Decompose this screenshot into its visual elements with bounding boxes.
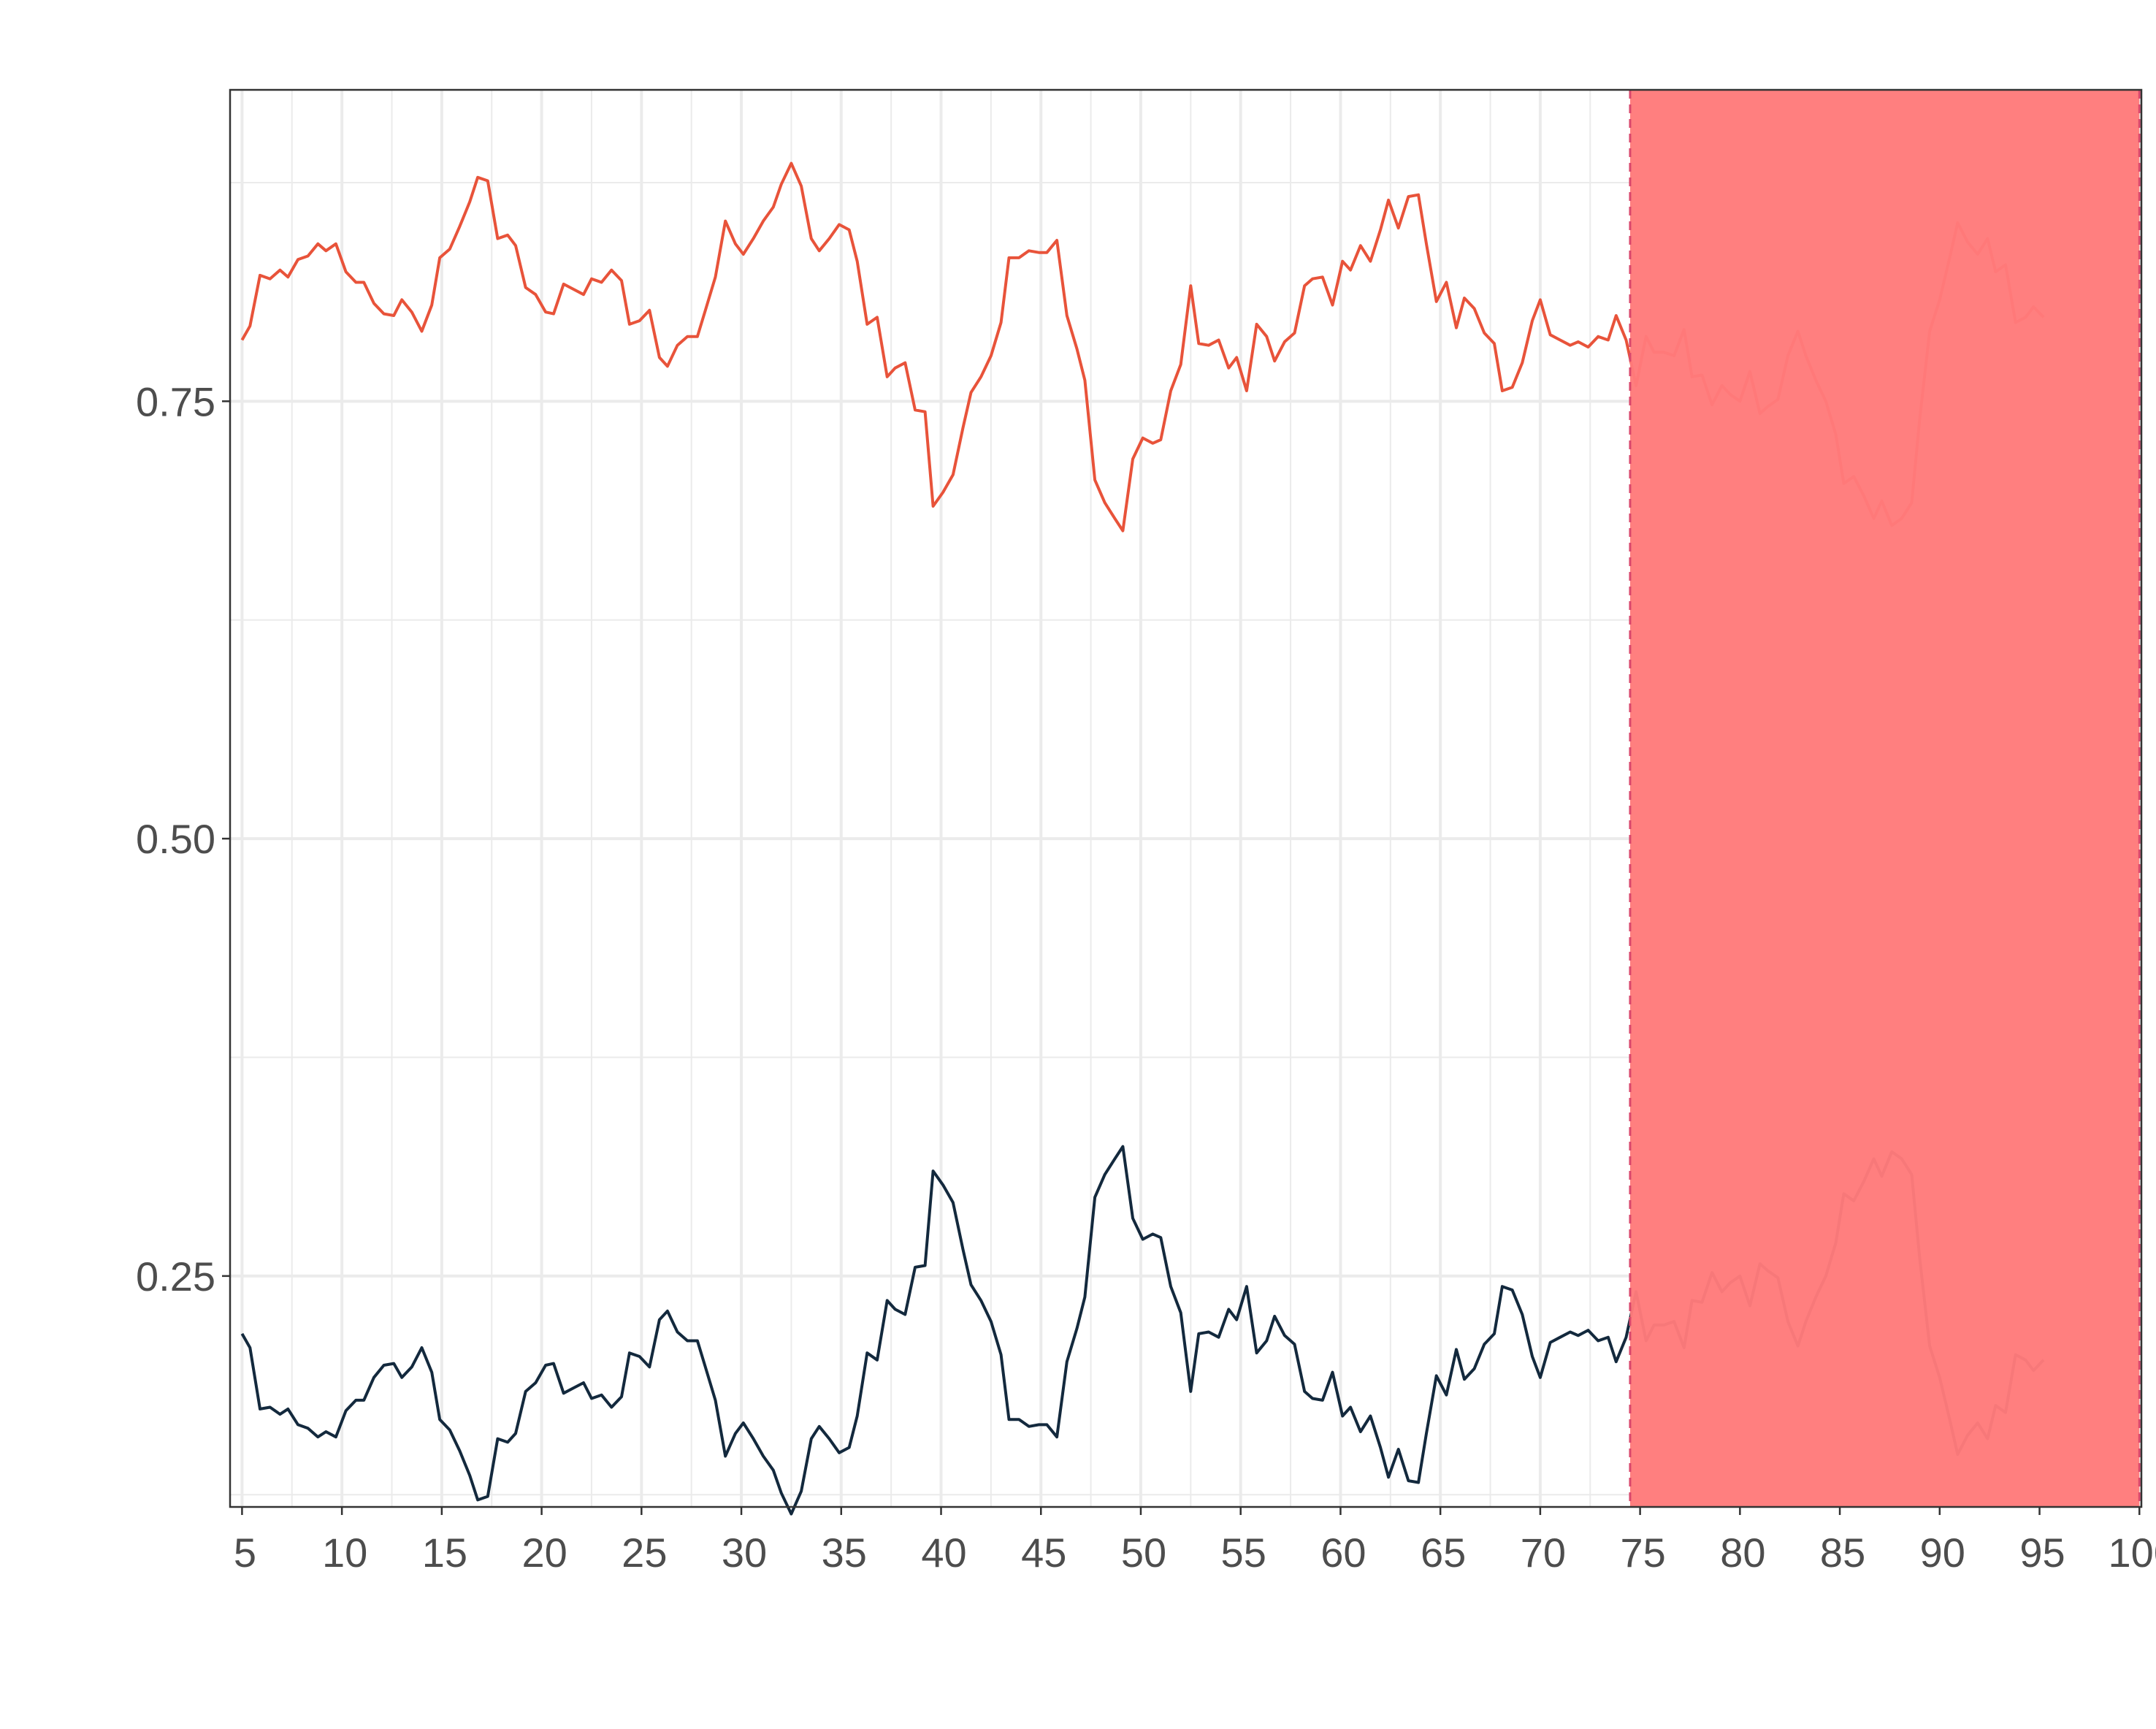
x-tick-label: 80 [1720,1530,1765,1576]
x-tick-label: 50 [1121,1530,1166,1576]
axes: 0.25 0.50 0.75 5 10 15 20 25 30 35 40 45 50 55 60 65 70 7… [136,378,2156,1576]
x-tick-label: 15 [422,1530,467,1576]
highlight-region-layer [1629,90,2141,1507]
x-tick-label: 100 [2109,1530,2156,1576]
x-tick-label: 70 [1521,1530,1566,1576]
plot-frame-layer [229,88,2143,1508]
x-tick-label: 95 [2019,1530,2065,1576]
y-tick-label: 0.75 [136,378,215,424]
x-tick-label: 75 [1620,1530,1665,1576]
x-tick-label: 20 [521,1530,567,1576]
x-tick-label: 60 [1320,1530,1366,1576]
x-tick-label: 25 [622,1530,667,1576]
y-tick-label: 0.50 [136,816,215,862]
x-tick-label: 5 [234,1530,256,1576]
plot-border [229,88,2143,1508]
x-tick-label: 85 [1820,1530,1865,1576]
x-tick-label: 55 [1221,1530,1266,1576]
x-tick-label: 40 [921,1530,966,1576]
y-tick-label: 0.25 [136,1253,215,1299]
x-tick-label: 65 [1421,1530,1466,1576]
x-tick-label: 90 [1920,1530,1965,1576]
x-tick-label: 30 [722,1530,767,1576]
x-tick-label: 45 [1021,1530,1066,1576]
x-tick-label: 10 [322,1530,367,1576]
x-tick-label: 35 [822,1530,867,1576]
highlight-region [1629,90,2140,1507]
